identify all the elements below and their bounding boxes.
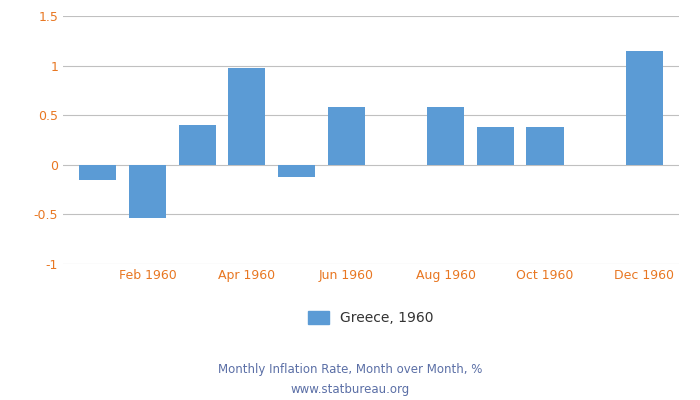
Text: www.statbureau.org: www.statbureau.org xyxy=(290,383,410,396)
Legend: Greece, 1960: Greece, 1960 xyxy=(302,306,440,331)
Bar xyxy=(477,127,514,165)
Text: Monthly Inflation Rate, Month over Month, %: Monthly Inflation Rate, Month over Month… xyxy=(218,363,482,376)
Bar xyxy=(79,165,116,180)
Bar xyxy=(178,125,216,165)
Bar xyxy=(328,107,365,165)
Bar xyxy=(129,165,166,218)
Bar xyxy=(278,165,315,177)
Bar xyxy=(526,127,564,165)
Bar xyxy=(228,68,265,165)
Bar xyxy=(427,107,464,165)
Bar xyxy=(626,51,663,165)
